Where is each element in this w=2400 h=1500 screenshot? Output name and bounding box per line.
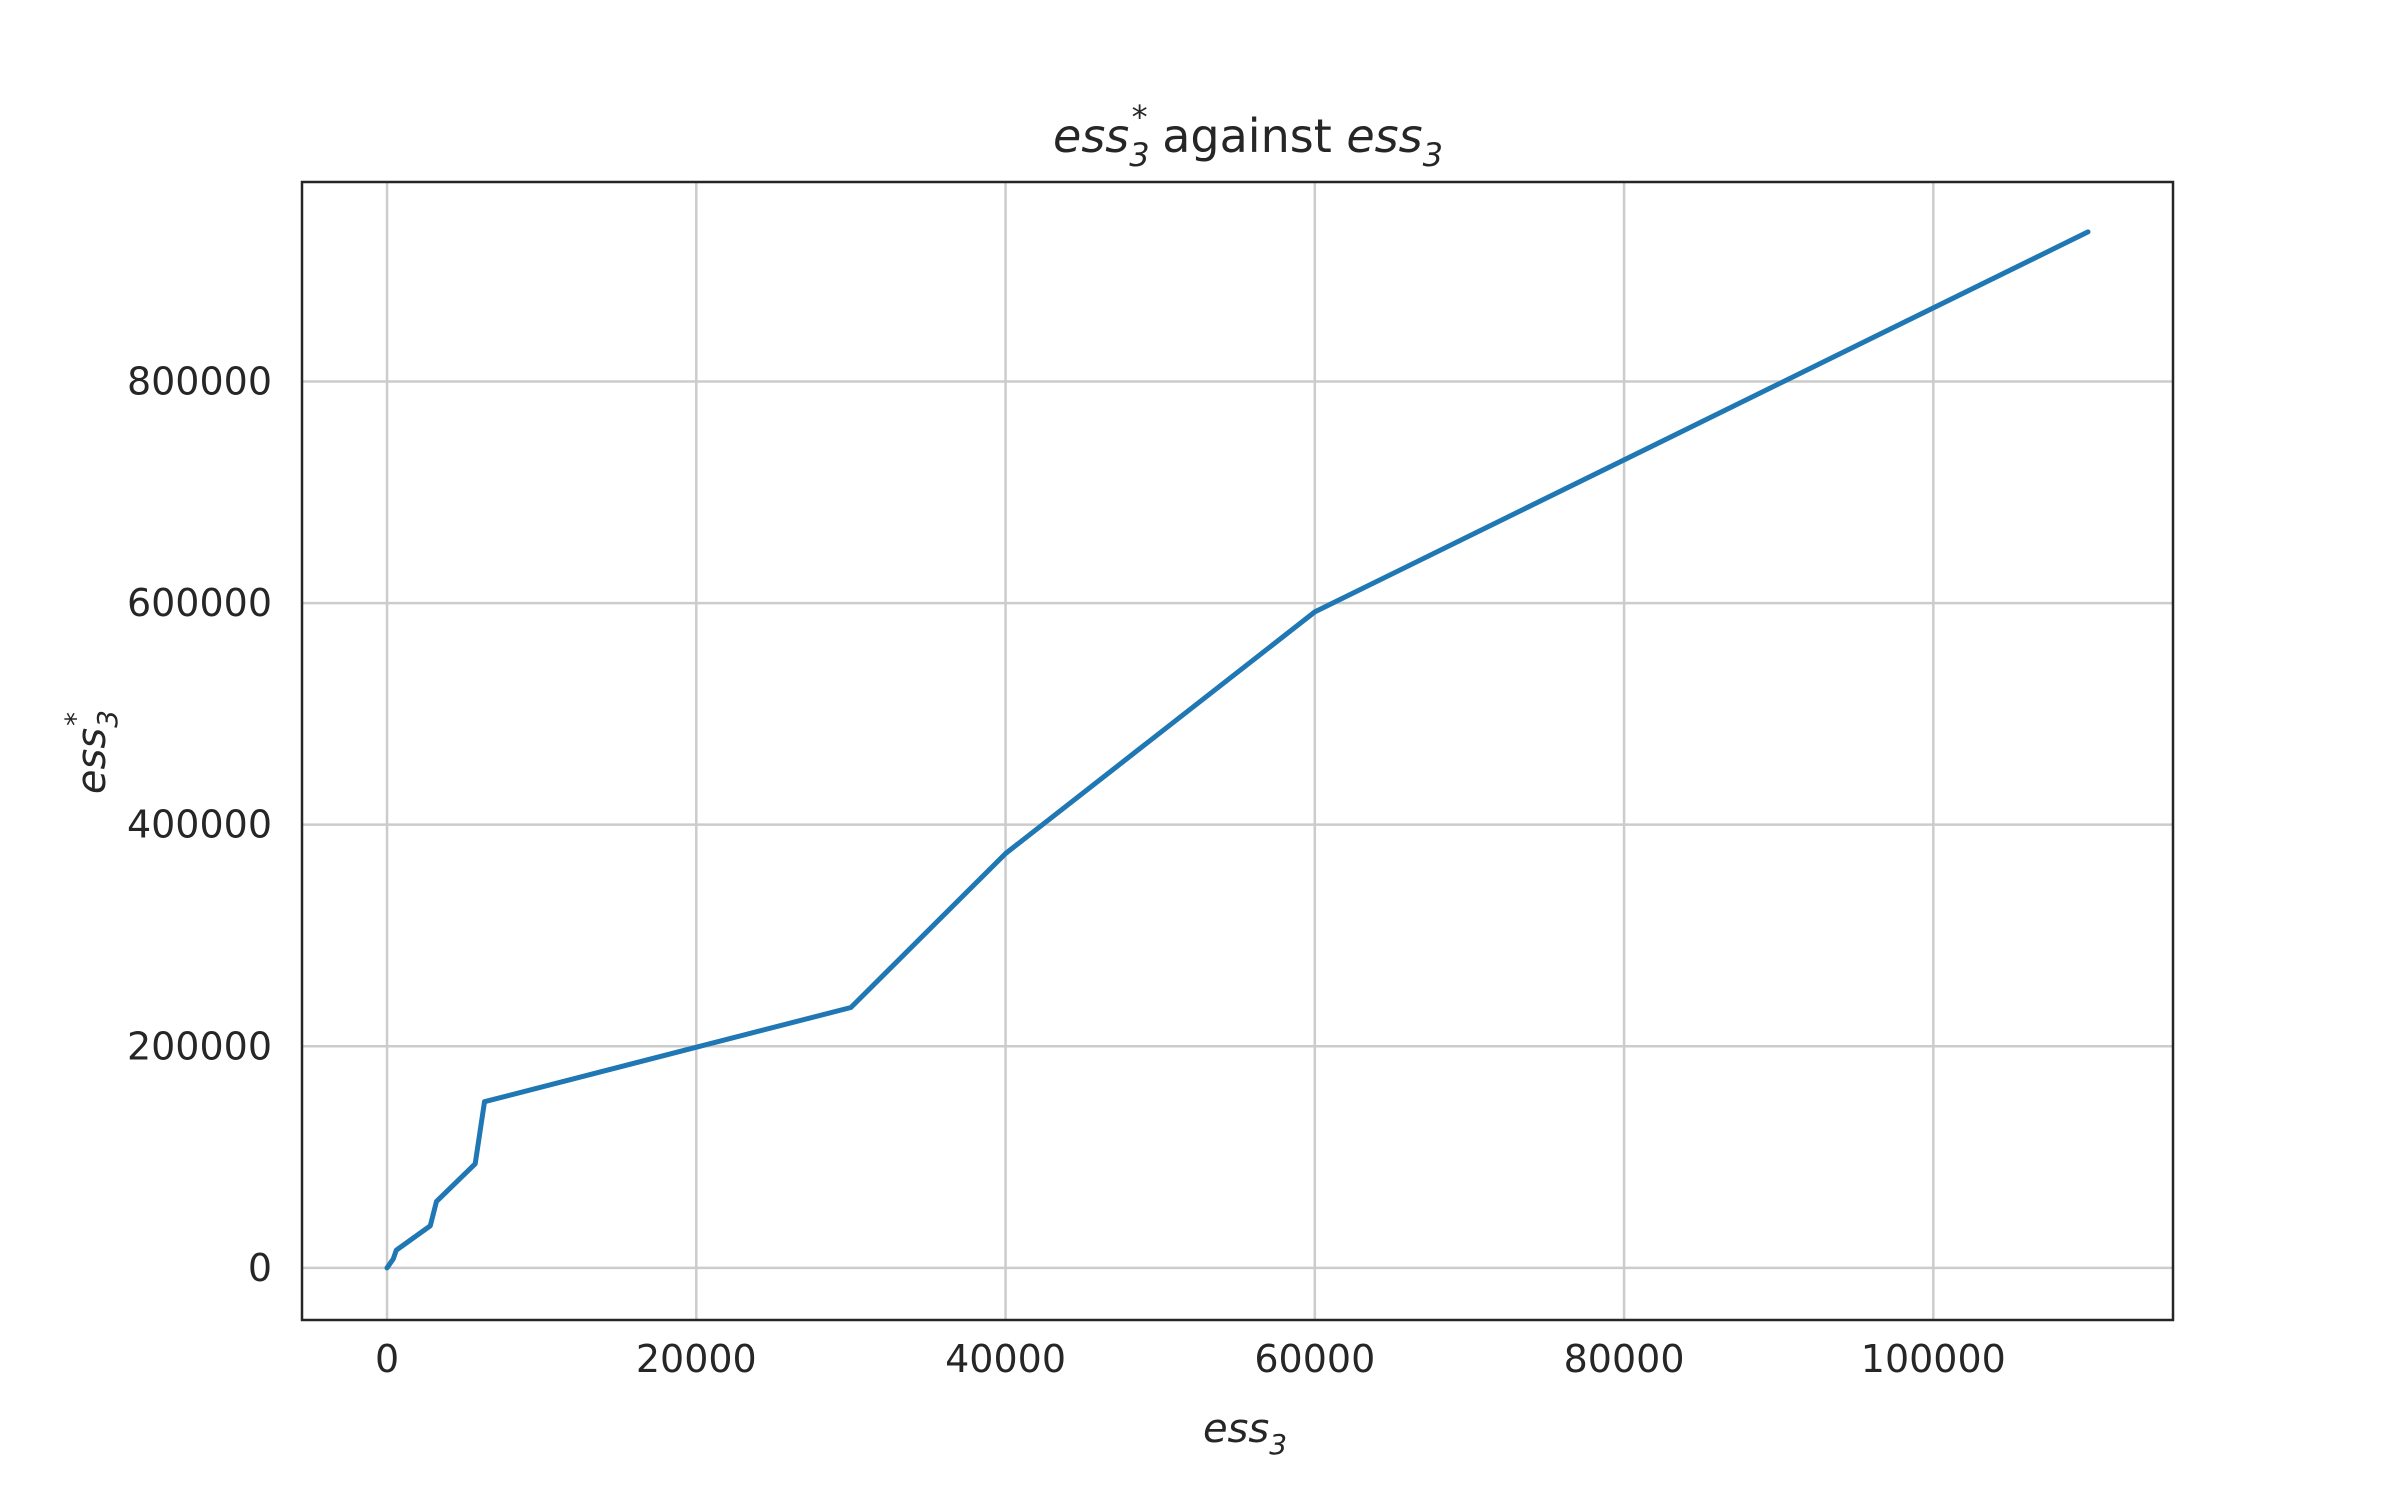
tick-labels: 0 20000 40000 60000 80000 100000 0 200000 400000… <box>127 359 2006 1381</box>
x-tick-label: 20000 <box>636 1337 757 1381</box>
y-axis-label: ess3* <box>59 710 124 794</box>
title-sub: 3 <box>1129 136 1149 174</box>
x-tick-label: 80000 <box>1564 1337 1685 1381</box>
title-sub2: 3 <box>1423 136 1443 174</box>
x-tick-label: 60000 <box>1254 1337 1375 1381</box>
plot-frame <box>300 180 2175 1322</box>
y-tick-label: 0 <box>248 1246 272 1290</box>
ylabel-var: ess <box>69 728 115 794</box>
ylabel-sub: 3 <box>91 710 124 728</box>
title-var2: ess <box>1346 109 1422 163</box>
title-middle: against <box>1148 109 1347 163</box>
y-tick-label: 800000 <box>127 359 272 403</box>
x-tick-label: 100000 <box>1861 1337 2006 1381</box>
y-tick-label: 400000 <box>127 803 272 847</box>
xlabel-var: ess <box>1203 1406 1269 1452</box>
title-var: ess <box>1053 109 1129 163</box>
series-line-0 <box>384 229 2091 1271</box>
ylabel-sup: * <box>59 712 92 726</box>
y-tick-label: 600000 <box>127 581 272 625</box>
y-tick-label: 200000 <box>127 1024 272 1068</box>
x-tick-label: 40000 <box>945 1337 1066 1381</box>
x-tick-label: 0 <box>375 1337 399 1381</box>
xlabel-sub: 3 <box>1269 1428 1287 1461</box>
chart-title: ess3* against ess3 <box>1053 98 1443 174</box>
series-layer <box>384 229 2091 1271</box>
x-axis-label: ess3 <box>1203 1406 1287 1461</box>
title-sup: * <box>1132 98 1148 136</box>
grid-lines <box>302 182 2173 1320</box>
